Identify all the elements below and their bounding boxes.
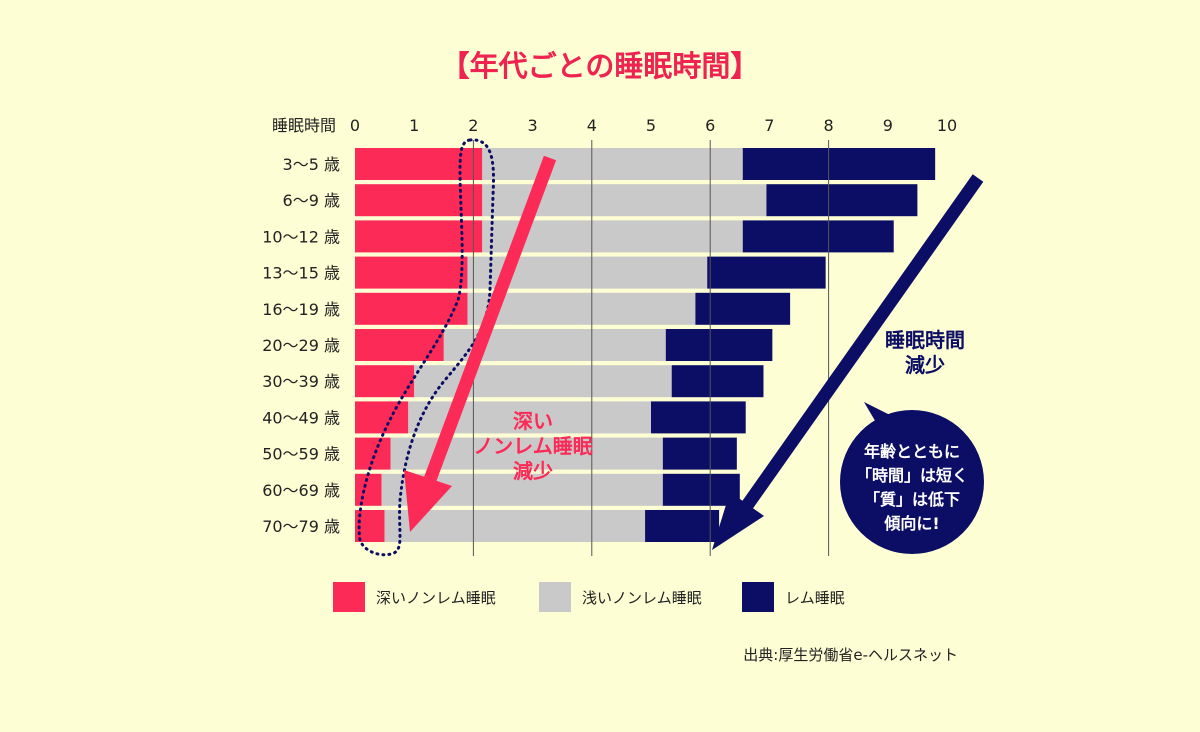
bubble-line-3: 「質」は低下 [864, 490, 960, 509]
x-tick-label: 9 [883, 116, 893, 135]
bubble-line-4: 傾向に! [883, 514, 939, 533]
bar-rem [671, 365, 764, 398]
x-tick-label: 8 [824, 116, 834, 135]
bar-light-nonrem [467, 292, 696, 325]
category-label: 70〜79 歳 [262, 517, 340, 536]
legend-label: 浅いノンレム睡眠 [582, 589, 702, 607]
total-sleep-annotation: 睡眠時間 減少 [885, 328, 965, 377]
category-label: 13〜15 歳 [262, 264, 340, 283]
bar-rem [695, 292, 791, 325]
x-tick-labels: 0 1 2 3 4 5 6 7 8 9 10 [350, 116, 957, 135]
bar-deep-nonrem [355, 292, 468, 325]
total-annot-line-1: 睡眠時間 [885, 328, 965, 352]
category-label: 30〜39 歳 [262, 372, 340, 391]
x-tick-label: 3 [528, 116, 538, 135]
category-label: 60〜69 歳 [262, 481, 340, 500]
bar-rem [662, 437, 737, 470]
category-label: 3〜5 歳 [283, 155, 340, 174]
category-label: 50〜59 歳 [262, 445, 340, 464]
bar-light-nonrem [482, 148, 743, 180]
x-tick-label: 1 [409, 116, 419, 135]
legend-swatch [333, 582, 365, 612]
category-label: 40〜49 歳 [262, 408, 340, 427]
bar-deep-nonrem [355, 220, 483, 253]
bar-rem [742, 220, 894, 253]
total-sleep-arrow [712, 174, 984, 550]
legend-label: 深いノンレム睡眠 [376, 589, 496, 607]
bar-deep-nonrem [355, 184, 483, 217]
bar-deep-nonrem [355, 473, 382, 506]
x-tick-label: 2 [468, 116, 478, 135]
legend-label: レム睡眠 [785, 589, 845, 607]
chart-title: 【年代ごとの睡眠時間】 [441, 49, 760, 83]
bar-rem [662, 473, 740, 506]
bubble-line-1: 年齢とともに [864, 442, 960, 461]
deep-sleep-arrow [404, 155, 557, 532]
x-tick-label: 0 [350, 116, 360, 135]
bar-rem [707, 256, 826, 289]
legend: 深いノンレム睡眠 浅いノンレム睡眠 レム睡眠 [333, 582, 845, 612]
bar-deep-nonrem [355, 329, 444, 361]
x-axis-label: 睡眠時間 [272, 116, 336, 135]
bar-rem [645, 510, 720, 542]
legend-swatch [742, 582, 774, 612]
bar-rem [742, 148, 936, 180]
total-annot-line-2: 減少 [905, 353, 945, 377]
source-note: 出典:厚生労働省e-ヘルスネット [743, 646, 958, 664]
legend-swatch [539, 582, 571, 612]
x-tick-label: 5 [646, 116, 656, 135]
deep-sleep-annotation: 深い ノンレム睡眠 減少 [473, 409, 593, 483]
deep-annot-line-2: ノンレム睡眠 [473, 434, 593, 458]
bar-light-nonrem [384, 510, 646, 542]
category-label: 16〜19 歳 [262, 300, 340, 319]
grid-lines [472, 140, 830, 556]
bar-deep-nonrem [355, 148, 483, 180]
x-tick-label: 6 [705, 116, 715, 135]
bar-deep-nonrem [355, 401, 409, 434]
bar-deep-nonrem [355, 256, 468, 289]
speech-bubble: 年齢とともに 「時間」は短く 「質」は低下 傾向に! [840, 402, 984, 554]
category-label: 6〜9 歳 [283, 191, 340, 210]
bar-rem [651, 401, 746, 434]
category-labels: 3〜5 歳 6〜9 歳 10〜12 歳 13〜15 歳 16〜19 歳 20〜29 歳 30… [262, 155, 340, 536]
bubble-line-2: 「時間」は短く [856, 466, 968, 485]
bar-rem [665, 329, 773, 361]
x-tick-label: 4 [587, 116, 597, 135]
category-label: 20〜29 歳 [262, 336, 340, 355]
deep-annot-line-1: 深い [513, 409, 553, 433]
x-tick-label: 7 [764, 116, 774, 135]
category-label: 10〜12 歳 [262, 227, 340, 246]
deep-annot-line-3: 減少 [513, 459, 553, 483]
x-tick-label: 10 [937, 116, 957, 135]
bar-deep-nonrem [355, 437, 391, 470]
bar-rem [766, 184, 918, 217]
